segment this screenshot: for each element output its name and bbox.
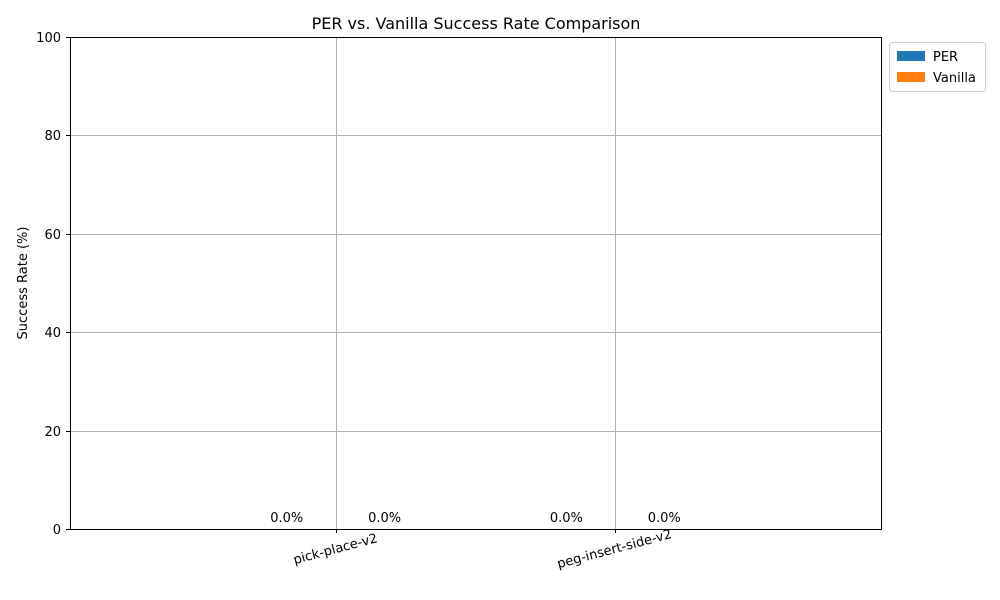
plot-frame [70, 37, 882, 530]
data-label: 0.0% [648, 511, 681, 526]
legend-swatch-vanilla [897, 72, 925, 82]
y-axis-label: Success Rate (%) [16, 227, 31, 340]
data-labels: 0.0% 0.0% 0.0% 0.0% [270, 511, 681, 526]
y-tick-label: 80 [44, 129, 61, 144]
legend-label-per: PER [933, 50, 958, 65]
y-tick-label: 20 [44, 425, 61, 440]
legend-label-vanilla: Vanilla [933, 71, 976, 86]
y-tick-label: 100 [36, 31, 61, 46]
y-tick-label: 40 [44, 326, 61, 341]
legend[interactable]: PER Vanilla [889, 42, 986, 92]
data-label: 0.0% [270, 511, 303, 526]
legend-swatch-per [897, 51, 925, 61]
chart-title: PER vs. Vanilla Success Rate Comparison [312, 14, 641, 33]
data-label: 0.0% [368, 511, 401, 526]
data-label: 0.0% [550, 511, 583, 526]
y-tick-label: 60 [44, 228, 61, 243]
y-tick-label: 0 [53, 523, 61, 538]
y-axis: 0 20 40 60 80 100 [36, 31, 70, 538]
